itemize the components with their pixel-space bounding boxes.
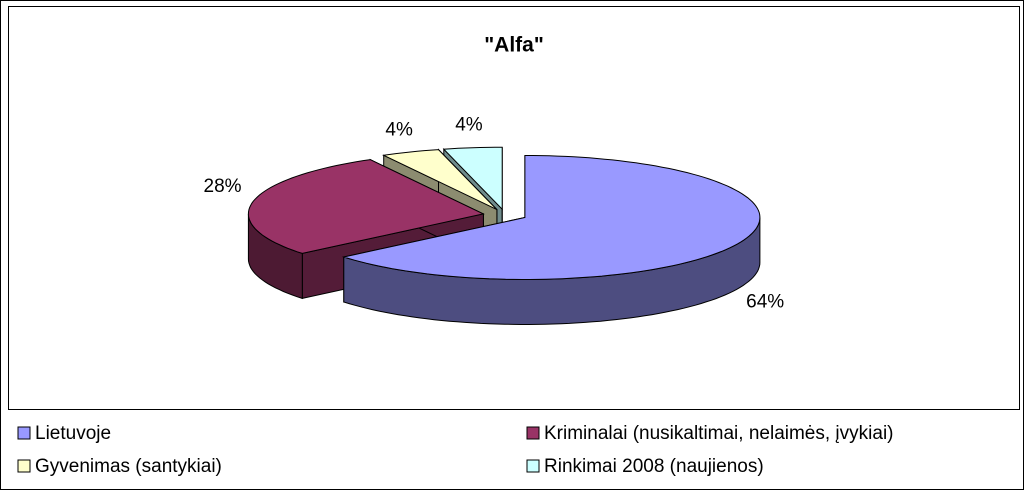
legend-swatch [526,459,540,473]
legend-swatch [17,459,31,473]
data-label: 64% [746,291,784,312]
legend-label: Kriminalai (nusikaltimai, nelaimės, įvyk… [544,423,894,444]
data-labels: 4% 4% 28% 64% [204,115,785,313]
legend-swatch [526,426,540,440]
slice-tops [247,146,761,280]
data-label: 4% [455,115,483,136]
slice [442,146,503,211]
plot-border [8,6,1020,410]
legend-label: Lietuvoje [35,423,111,444]
legend-swatch [17,426,31,440]
legend: Lietuvoje Kriminalai (nusikaltimai, nelai… [17,423,894,477]
slice [341,155,761,280]
data-label: 28% [204,176,242,197]
slice [247,159,485,254]
legend-label: Gyvenimas (santykiai) [35,456,222,477]
data-label: 4% [385,119,413,140]
chart-title: "Alfa" [484,34,544,57]
slice [381,149,498,211]
legend-label: Rinkimai 2008 (naujienos) [544,456,764,477]
